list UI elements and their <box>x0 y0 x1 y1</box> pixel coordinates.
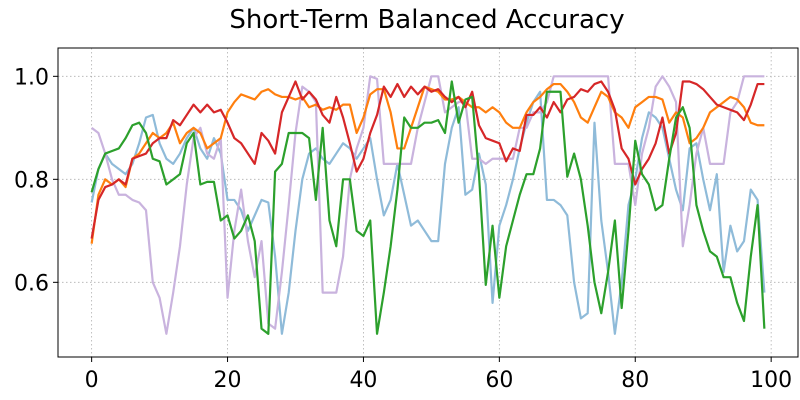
chart-title: Short-Term Balanced Accuracy <box>229 5 624 35</box>
series-line <box>90 90 766 335</box>
y-tick-label: 1.0 <box>14 65 49 90</box>
series-line <box>90 80 765 239</box>
series-line <box>90 80 766 335</box>
x-tick-label: 0 <box>85 368 99 393</box>
plot-frame <box>57 47 799 358</box>
x-tick-label: 20 <box>214 368 242 393</box>
x-tick-label: 100 <box>750 368 792 393</box>
x-tick-label: 40 <box>349 368 377 393</box>
x-tick-label: 80 <box>621 368 649 393</box>
y-tick-label: 0.8 <box>14 168 49 193</box>
x-tick-label: 60 <box>485 368 513 393</box>
y-tick-label: 0.6 <box>14 271 49 296</box>
